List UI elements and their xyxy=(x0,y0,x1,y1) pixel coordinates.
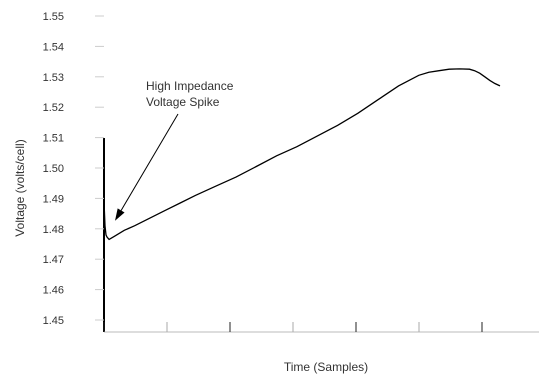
annotation: High Impedance Voltage Spike xyxy=(115,79,234,221)
y-tick-label: 1.51 xyxy=(43,133,64,145)
y-ticks xyxy=(95,15,104,321)
y-tick-label: 1.50 xyxy=(43,163,64,175)
annotation-line-2: Voltage Spike xyxy=(146,95,220,109)
x-axis-title: Time (Samples) xyxy=(284,360,368,374)
annotation-arrowhead xyxy=(115,208,125,221)
y-tick-labels: 1.55 1.54 1.53 1.52 1.51 1.50 1.49 1.48 1.47 1.46… xyxy=(43,11,64,327)
y-tick-label: 1.49 xyxy=(43,193,64,205)
y-tick-label: 1.52 xyxy=(43,102,64,114)
annotation-arrow xyxy=(120,113,179,211)
y-tick-label: 1.54 xyxy=(43,41,64,53)
y-tick-label: 1.45 xyxy=(43,315,64,327)
y-tick-label: 1.55 xyxy=(43,11,64,23)
y-tick-label: 1.47 xyxy=(43,254,64,266)
y-axis-title: Voltage (volts/cell) xyxy=(13,139,27,236)
y-tick-label: 1.53 xyxy=(43,72,64,84)
annotation-line-1: High Impedance xyxy=(146,79,234,93)
y-axis: 1.55 1.54 1.53 1.52 1.51 1.50 1.49 1.48 1.47 1.46… xyxy=(43,11,105,332)
y-tick-label: 1.48 xyxy=(43,224,64,236)
series-line xyxy=(103,68,501,241)
plot-area xyxy=(103,68,501,241)
y-tick-label: 1.46 xyxy=(43,285,64,297)
x-axis xyxy=(103,322,539,333)
